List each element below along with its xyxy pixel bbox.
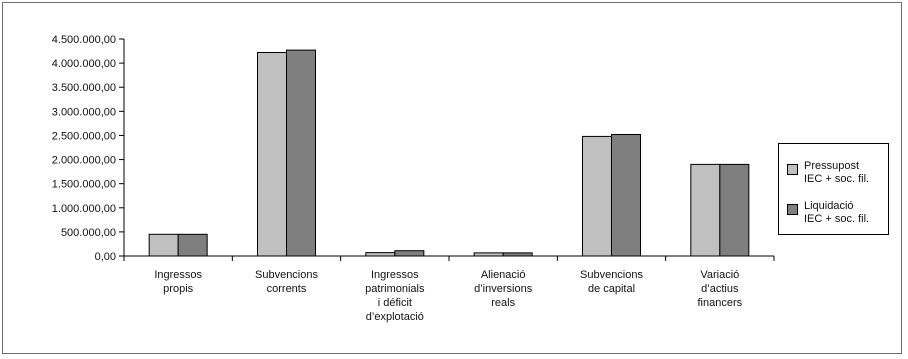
legend-item-liquidacio: Liquidació IEC + soc. fil. — [787, 200, 869, 226]
x-tick-label: Ingressos patrimonials i déficit d’explotac… — [365, 269, 425, 323]
bar-pressupost — [148, 233, 179, 257]
legend-label-pressupost: Pressupost IEC + soc. fil. — [804, 160, 870, 185]
bar-liquidacio — [611, 133, 641, 257]
bar-liquidacio — [719, 163, 750, 257]
y-tick-label: 4.000.000,00 — [52, 58, 116, 70]
legend-swatch-pressupost — [787, 164, 798, 175]
y-tick-label: 2.500.000,00 — [52, 130, 116, 142]
bar-pressupost — [365, 252, 396, 257]
y-axis-ticks: 0,00 500.000,00 1.000.000,00 1.500.000,00 2.… — [52, 34, 124, 263]
x-tick-label: Alienació d’inversions reals — [474, 269, 533, 309]
x-axis-labels: Ingressos propis Subvencions corrents Ingres… — [154, 269, 742, 323]
legend: Pressupost IEC + soc. fil. Liquidació IE… — [778, 143, 889, 235]
legend-label-liquidacio: Liquidació IEC + soc. fil. — [804, 200, 870, 225]
y-tick-label: 500.000,00 — [61, 227, 116, 239]
y-tick-label: 2.000.000,00 — [52, 155, 116, 167]
y-tick-label: 3.000.000,00 — [52, 106, 116, 118]
x-tick-label: Subvencions corrents — [255, 269, 318, 295]
y-tick-label: 1.000.000,00 — [52, 203, 116, 215]
y-tick-label: 4.500.000,00 — [52, 34, 116, 46]
y-tick-label: 0,00 — [95, 251, 116, 263]
chart-frame — [2, 2, 902, 354]
bar-pressupost — [690, 163, 721, 257]
bars — [148, 49, 750, 257]
x-tick-label: Variació d’actius financers — [698, 269, 743, 309]
bar-pressupost — [257, 52, 287, 257]
x-tick-label: Ingressos propis — [154, 269, 202, 295]
bar-liquidacio — [394, 250, 425, 257]
legend-item-pressupost: Pressupost IEC + soc. fil. — [787, 160, 869, 186]
bar-liquidacio — [286, 49, 316, 257]
bar-liquidacio — [177, 233, 208, 257]
legend-swatch-liquidacio — [787, 204, 798, 215]
bar-pressupost — [582, 135, 612, 257]
y-tick-label: 3.500.000,00 — [52, 82, 116, 94]
y-tick-label: 1.500.000,00 — [52, 179, 116, 191]
x-tick-label: Subvencions de capital — [580, 269, 643, 295]
axes — [123, 39, 775, 261]
